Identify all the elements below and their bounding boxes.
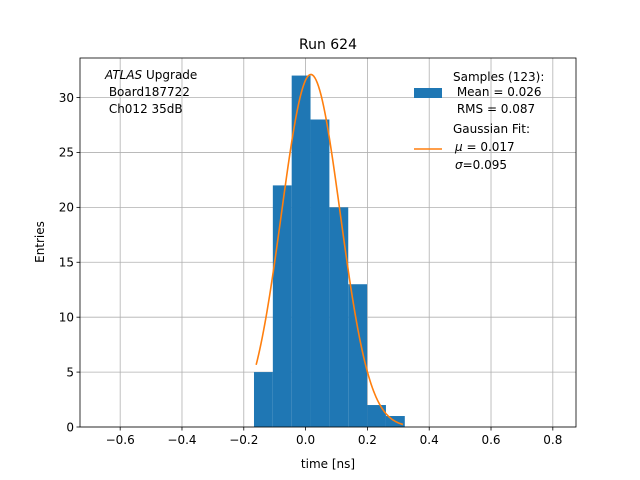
x-tick-label: 0.6 — [481, 433, 500, 447]
y-tick-label: 30 — [59, 91, 74, 105]
sigma-symbol: σ — [455, 158, 463, 172]
legend-fit-sigma: σ=0.095 — [455, 158, 507, 172]
channel-label: Ch012 35dB — [105, 102, 183, 116]
histogram-bar — [253, 372, 273, 427]
x-axis-label: time [ns] — [301, 457, 355, 471]
y-tick-label: 5 — [66, 365, 74, 379]
y-tick-label: 15 — [59, 256, 74, 270]
atlas-label: ATLAS — [104, 68, 143, 82]
mu-value: = 0.017 — [463, 140, 515, 154]
y-tick-label: 20 — [59, 201, 74, 215]
legend-samples: Samples (123): — [453, 70, 544, 84]
legend: Samples (123): Mean = 0.026 RMS = 0.087 … — [414, 70, 544, 172]
plot-frame — [79, 57, 577, 428]
atlas-annotation-line1: ATLAS Upgrade — [104, 68, 197, 82]
gaussian-fit — [255, 73, 404, 426]
x-tick-label: 0.8 — [543, 433, 562, 447]
histogram-bar — [310, 119, 330, 427]
legend-fit-mu: μ = 0.017 — [454, 140, 515, 154]
sigma-value: =0.095 — [463, 158, 507, 172]
board-label: Board187722 — [105, 85, 190, 99]
legend-rms: RMS = 0.087 — [453, 102, 535, 116]
histogram-bar — [272, 185, 292, 427]
y-tick-label: 10 — [59, 310, 74, 324]
x-tick-label: 0.0 — [296, 433, 315, 447]
histogram-bar — [291, 75, 311, 428]
histogram-bar — [329, 207, 349, 427]
histogram-bar — [348, 284, 368, 427]
chart-title: Run 624 — [299, 37, 357, 53]
x-tick-label: −0.6 — [106, 433, 135, 447]
x-tick-label: 0.4 — [420, 433, 439, 447]
legend-fit-title: Gaussian Fit: — [453, 122, 530, 136]
y-tick-label: 0 — [66, 420, 74, 434]
y-axis-label: Entries — [33, 221, 47, 263]
axis-ticks: −0.6 −0.4 −0.2 0.0 0.2 0.4 0.6 0.8 0 5 10 15 20 25 30 — [59, 91, 563, 447]
upgrade-label: Upgrade — [142, 68, 197, 82]
fit-curve — [255, 73, 404, 426]
x-tick-label: −0.2 — [229, 433, 258, 447]
histogram-bar — [367, 405, 386, 427]
mu-symbol: μ — [454, 140, 463, 154]
legend-hist-swatch — [414, 88, 442, 98]
y-tick-label: 25 — [59, 146, 74, 160]
x-tick-label: −0.4 — [167, 433, 196, 447]
legend-mean: Mean = 0.026 — [453, 85, 542, 99]
x-tick-label: 0.2 — [358, 433, 377, 447]
